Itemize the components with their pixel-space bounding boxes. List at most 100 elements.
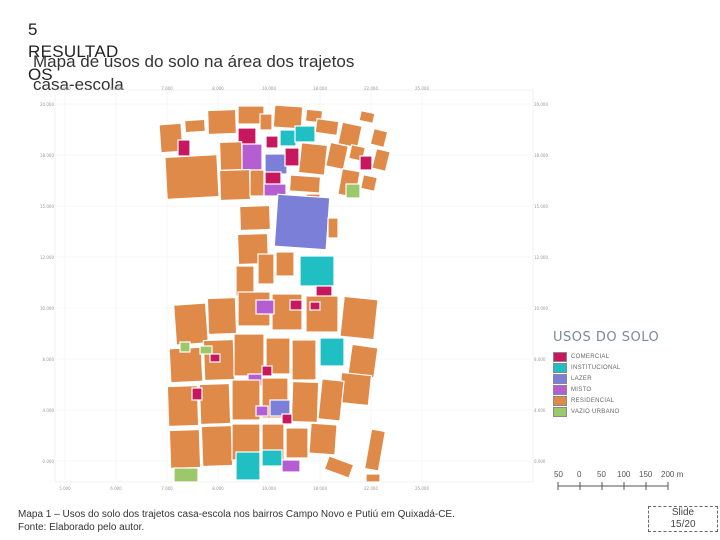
- land-use-block: [183, 118, 207, 134]
- map-caption: Mapa 1 – Usos do solo dos trajetos casa-…: [18, 508, 455, 534]
- land-use-block: [179, 341, 191, 353]
- axis-tick-label: 15.000: [40, 204, 54, 209]
- land-use-block: [297, 142, 329, 176]
- legend-item: MISTO: [553, 385, 673, 395]
- section-title-part2: OS: [28, 65, 53, 84]
- axis-tick-label: 7.000: [161, 486, 173, 491]
- slide-number: Slide 15/20: [648, 506, 718, 532]
- axis-tick-label: 0.000: [534, 459, 546, 464]
- legend-item: LAZER: [553, 374, 673, 384]
- axis-tick-label: 18.000: [313, 86, 327, 91]
- land-use-block: [308, 422, 338, 456]
- land-use-block: [233, 333, 265, 377]
- land-use-block: [166, 384, 200, 428]
- axis-tick-label: 15.000: [534, 204, 548, 209]
- land-use-block: [177, 139, 191, 157]
- legend-label: RESIDENCIAL: [571, 398, 615, 404]
- legend-swatch: [553, 385, 567, 395]
- slide-title-line2: casa-escola: [33, 75, 124, 94]
- land-use-block: [359, 155, 373, 171]
- land-use-block: [199, 345, 213, 355]
- land-use-block: [173, 467, 199, 483]
- axis-tick-label: 18.000: [313, 486, 327, 491]
- land-use-block: [347, 343, 379, 379]
- axis-tick-label: 12.000: [40, 255, 54, 260]
- section-number: 5: [28, 20, 38, 39]
- axis-tick-label: 4.000: [43, 408, 55, 413]
- land-use-block: [261, 449, 283, 467]
- legend-swatch: [553, 407, 567, 417]
- land-use-block: [363, 428, 387, 472]
- legend-swatch: [553, 374, 567, 384]
- land-use-block: [264, 153, 288, 175]
- land-use-block: [218, 141, 244, 171]
- land-use-block: [285, 427, 309, 459]
- axis-tick-label: 10.000: [262, 86, 276, 91]
- land-use-block: [164, 154, 220, 200]
- land-use-block: [345, 183, 361, 199]
- land-use-block: [281, 459, 301, 473]
- land-use-block: [241, 143, 263, 171]
- land-use-block: [235, 451, 261, 481]
- land-use-block: [319, 337, 345, 367]
- land-use-block: [265, 337, 291, 375]
- axis-tick-label: 18.000: [40, 153, 54, 158]
- land-use-block: [279, 129, 297, 147]
- legend-label: INSTITUCIONAL: [571, 365, 621, 371]
- land-use-block: [255, 299, 275, 315]
- land-use-block: [281, 413, 293, 425]
- land-use-block: [275, 251, 295, 277]
- slide-label: Slide: [671, 507, 695, 518]
- land-use-block: [358, 109, 376, 125]
- axis-tick-label: 8.000: [212, 86, 224, 91]
- land-use-block: [309, 301, 321, 311]
- legend-swatch: [553, 396, 567, 406]
- land-use-block: [288, 174, 322, 194]
- scale-label-6: 200 m: [661, 470, 684, 479]
- map-legend: USOS DO SOLO COMERCIAL INSTITUCIONAL LAZER…: [553, 330, 673, 418]
- land-use-block: [337, 121, 363, 149]
- land-use-block: [271, 293, 303, 331]
- axis-tick-label: 25.000: [415, 86, 429, 91]
- land-use-block: [257, 253, 275, 285]
- axis-tick-label: 8.000: [534, 357, 546, 362]
- land-use-block: [323, 455, 355, 479]
- land-use-block: [299, 255, 335, 287]
- land-use-block: [272, 104, 304, 130]
- legend-item: COMERCIAL: [553, 352, 673, 362]
- scale-label-3: 50: [597, 470, 606, 479]
- axis-tick-label: 10.000: [534, 306, 548, 311]
- land-use-block: [269, 399, 291, 417]
- legend-label: COMERCIAL: [571, 354, 610, 360]
- land-use-block: [238, 204, 272, 232]
- land-use-block: [255, 405, 269, 417]
- land-use-block: [200, 424, 234, 468]
- land-use-block: [305, 295, 339, 333]
- scale-label-5: 150: [639, 470, 653, 479]
- axis-tick-label: 22.000: [364, 86, 378, 91]
- land-use-block: [265, 135, 279, 149]
- axis-tick-label: 4.000: [534, 408, 546, 413]
- land-use-block: [209, 353, 221, 363]
- land-use-block: [273, 193, 331, 251]
- legend-item: RESIDENCIAL: [553, 396, 673, 406]
- axis-tick-label: 10.000: [262, 486, 276, 491]
- axis-tick-label: 22.000: [364, 486, 378, 491]
- land-use-block: [206, 108, 238, 136]
- land-use-block: [158, 122, 184, 154]
- land-use-block: [294, 125, 316, 143]
- legend-swatch: [553, 363, 567, 373]
- legend-title: USOS DO SOLO: [553, 330, 660, 345]
- land-use-block: [231, 379, 261, 421]
- axis-tick-label: 8.000: [43, 357, 55, 362]
- land-use-block: [261, 365, 273, 377]
- axis-tick-label: 20.000: [40, 102, 54, 107]
- axis-tick-label: 5.000: [59, 486, 71, 491]
- axis-tick-label: 12.000: [534, 255, 548, 260]
- land-use-block: [327, 217, 339, 239]
- axis-tick-label: 25.000: [415, 486, 429, 491]
- axis-tick-label: 7.000: [161, 86, 173, 91]
- scale-label-1: 50: [554, 470, 563, 479]
- legend-label: VAZIO URBANO: [571, 409, 620, 415]
- land-use-block: [206, 296, 238, 336]
